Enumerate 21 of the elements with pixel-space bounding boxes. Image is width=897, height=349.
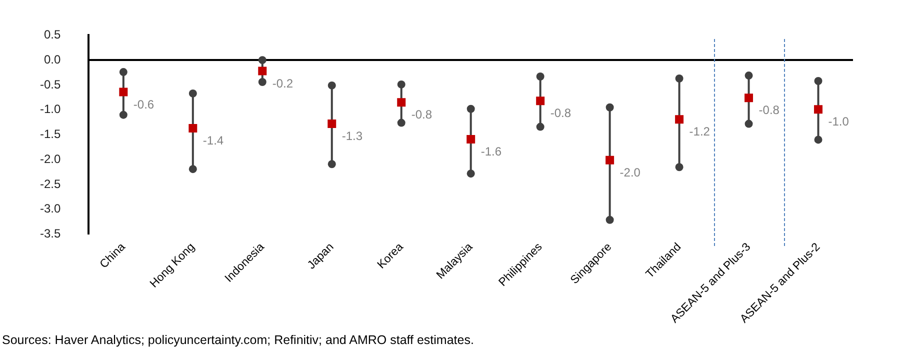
data-label: -0.6 <box>133 97 154 112</box>
data-label: -0.2 <box>272 76 294 90</box>
y-tick-label: -1.0 <box>40 102 61 116</box>
data-label: -1.6 <box>480 144 502 159</box>
data-label: -2.0 <box>620 165 641 180</box>
y-tick-label: -3.0 <box>40 202 61 216</box>
data-label: -0.8 <box>411 108 432 122</box>
data-label: -1.3 <box>342 129 363 144</box>
data-label: -0.8 <box>550 106 572 120</box>
source-note: Sources: Haver Analytics; policyuncertainty.com; Refinitiv; and AMRO staff estimates. <box>2 333 474 347</box>
data-label: -0.8 <box>758 103 780 118</box>
y-tick-label: 0.0 <box>44 52 61 66</box>
y-tick-label: -2.5 <box>40 176 61 191</box>
y-tick-label: -3.5 <box>40 226 61 241</box>
y-tick-label: -0.5 <box>40 77 61 92</box>
data-label: -1.0 <box>828 114 850 129</box>
y-tick-label: 0.5 <box>44 28 61 42</box>
y-tick-label: -2.0 <box>40 152 61 166</box>
y-tick-label: -1.5 <box>40 127 61 142</box>
data-label: -1.4 <box>202 134 224 148</box>
data-label: -1.2 <box>689 124 710 139</box>
